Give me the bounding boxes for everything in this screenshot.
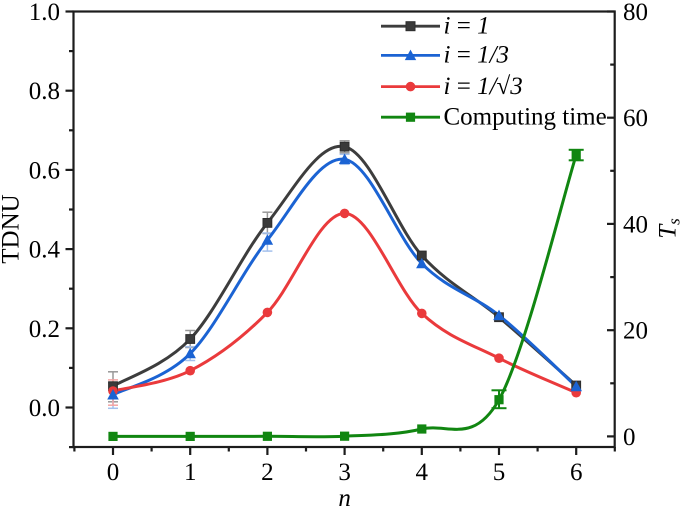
svg-text:20: 20 (623, 318, 648, 345)
svg-text:TDNU: TDNU (0, 194, 25, 263)
svg-text:40: 40 (623, 211, 648, 238)
svg-text:3: 3 (338, 459, 351, 486)
svg-text:0.4: 0.4 (29, 237, 61, 264)
svg-text:4: 4 (416, 459, 429, 486)
svg-text:5: 5 (493, 459, 506, 486)
svg-text:1: 1 (184, 459, 197, 486)
svg-text:2: 2 (261, 459, 274, 486)
svg-text:Computing time: Computing time (444, 104, 607, 131)
svg-text:0.8: 0.8 (29, 78, 60, 105)
svg-text:60: 60 (623, 105, 648, 132)
svg-text:6: 6 (570, 459, 583, 486)
svg-text:i = 1: i = 1 (444, 13, 490, 40)
svg-text:i = 1/√3: i = 1/√3 (444, 73, 523, 100)
svg-text:i = 1/3: i = 1/3 (444, 42, 510, 69)
svg-text:0.2: 0.2 (29, 316, 60, 343)
svg-text:0.0: 0.0 (29, 395, 60, 422)
svg-text:0: 0 (107, 459, 120, 486)
svg-text:0.6: 0.6 (29, 157, 60, 184)
svg-text:n: n (338, 485, 351, 510)
svg-text:80: 80 (623, 0, 648, 26)
svg-text:1.0: 1.0 (29, 0, 60, 26)
svg-text:0: 0 (623, 424, 636, 451)
